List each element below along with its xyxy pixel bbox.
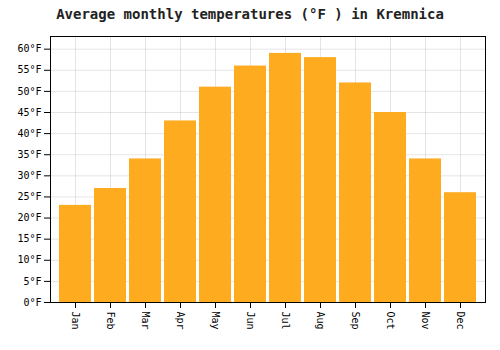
svg-text:5°F: 5°F	[23, 276, 41, 287]
svg-text:Nov: Nov	[420, 312, 431, 330]
svg-text:20°F: 20°F	[17, 212, 41, 223]
svg-text:60°F: 60°F	[17, 43, 41, 54]
svg-text:Oct: Oct	[385, 312, 396, 330]
svg-text:Dec: Dec	[455, 312, 466, 330]
svg-text:Jan: Jan	[70, 312, 81, 330]
svg-text:Apr: Apr	[175, 312, 186, 330]
svg-text:50°F: 50°F	[17, 86, 41, 97]
svg-text:May: May	[210, 312, 221, 330]
svg-text:45°F: 45°F	[17, 107, 41, 118]
svg-text:Feb: Feb	[105, 312, 116, 330]
svg-text:15°F: 15°F	[17, 233, 41, 244]
svg-text:10°F: 10°F	[17, 254, 41, 265]
svg-text:Aug: Aug	[315, 312, 326, 330]
svg-text:Mar: Mar	[140, 312, 151, 330]
svg-text:55°F: 55°F	[17, 64, 41, 75]
svg-text:25°F: 25°F	[17, 191, 41, 202]
svg-text:0°F: 0°F	[23, 297, 41, 308]
svg-text:35°F: 35°F	[17, 149, 41, 160]
svg-text:Jul: Jul	[280, 312, 291, 330]
svg-text:40°F: 40°F	[17, 128, 41, 139]
svg-text:30°F: 30°F	[17, 170, 41, 181]
html-text:Average monthly temperatures (: Average monthly temperatures (°F ) in Kr…	[56, 6, 444, 22]
svg-text:Sep: Sep	[350, 312, 361, 330]
svg-text:Jun: Jun	[245, 312, 256, 330]
